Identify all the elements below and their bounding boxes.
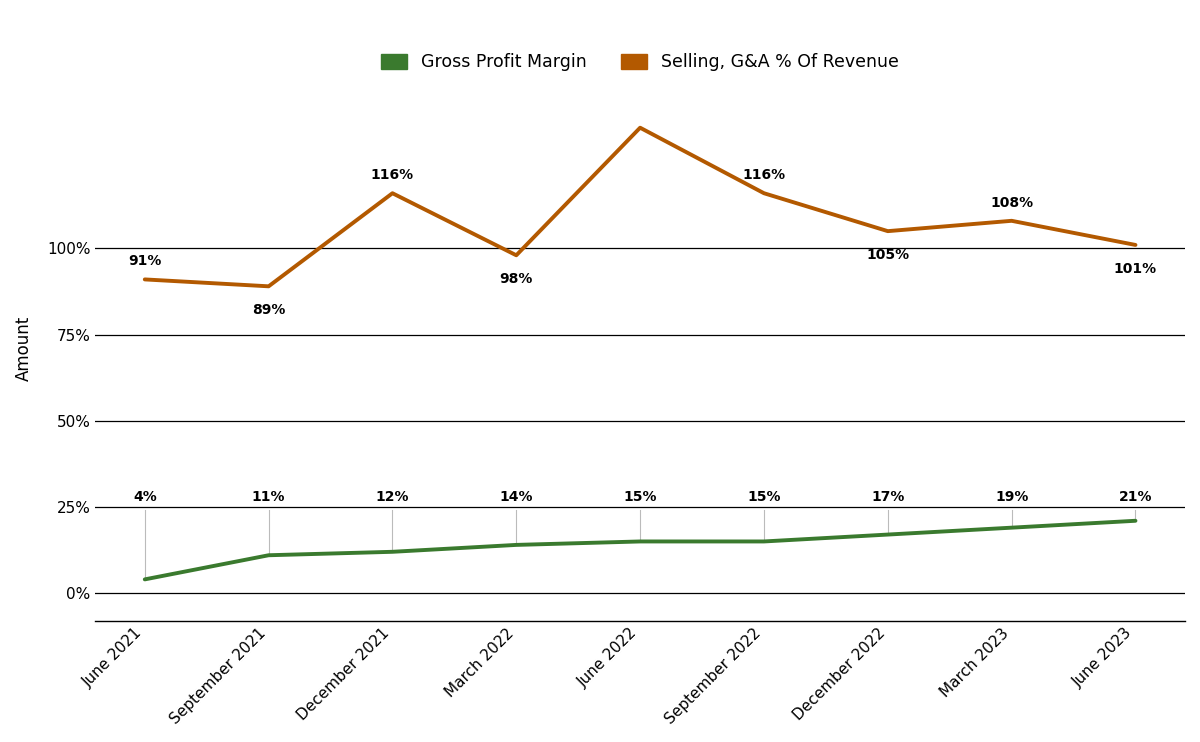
Gross Profit Margin bbox=[1128, 516, 1142, 525]
Selling, G&A % Of Revenue bbox=[138, 275, 152, 284]
Y-axis label: Amount: Amount bbox=[14, 316, 32, 381]
Text: 14%: 14% bbox=[499, 490, 533, 504]
Gross Profit Margin bbox=[138, 575, 152, 584]
Selling, G&A % Of Revenue bbox=[1128, 240, 1142, 249]
Text: 15%: 15% bbox=[623, 490, 656, 504]
Selling, G&A % Of Revenue bbox=[632, 123, 647, 132]
Gross Profit Margin bbox=[509, 540, 523, 549]
Gross Profit Margin bbox=[1004, 523, 1019, 532]
Text: 15%: 15% bbox=[748, 490, 781, 504]
Text: 21%: 21% bbox=[1118, 490, 1152, 504]
Text: 12%: 12% bbox=[376, 490, 409, 504]
Selling, G&A % Of Revenue bbox=[385, 188, 400, 197]
Gross Profit Margin bbox=[881, 530, 895, 539]
Line: Selling, G&A % Of Revenue: Selling, G&A % Of Revenue bbox=[145, 128, 1135, 286]
Selling, G&A % Of Revenue bbox=[881, 227, 895, 236]
Text: 19%: 19% bbox=[995, 490, 1028, 504]
Legend: Gross Profit Margin, Selling, G&A % Of Revenue: Gross Profit Margin, Selling, G&A % Of R… bbox=[374, 47, 906, 79]
Gross Profit Margin bbox=[632, 537, 647, 546]
Text: 4%: 4% bbox=[133, 490, 157, 504]
Selling, G&A % Of Revenue bbox=[757, 188, 772, 197]
Gross Profit Margin bbox=[757, 537, 772, 546]
Text: 91%: 91% bbox=[128, 255, 162, 269]
Selling, G&A % Of Revenue bbox=[509, 251, 523, 260]
Text: 105%: 105% bbox=[866, 248, 910, 262]
Gross Profit Margin bbox=[262, 551, 276, 559]
Text: 108%: 108% bbox=[990, 196, 1033, 210]
Text: 101%: 101% bbox=[1114, 262, 1157, 275]
Text: 116%: 116% bbox=[371, 168, 414, 182]
Text: 17%: 17% bbox=[871, 490, 905, 504]
Text: 116%: 116% bbox=[743, 168, 786, 182]
Selling, G&A % Of Revenue bbox=[262, 282, 276, 291]
Text: 98%: 98% bbox=[499, 272, 533, 286]
Line: Gross Profit Margin: Gross Profit Margin bbox=[145, 521, 1135, 580]
Text: 89%: 89% bbox=[252, 303, 286, 317]
Text: 11%: 11% bbox=[252, 490, 286, 504]
Selling, G&A % Of Revenue bbox=[1004, 217, 1019, 226]
Gross Profit Margin bbox=[385, 548, 400, 556]
